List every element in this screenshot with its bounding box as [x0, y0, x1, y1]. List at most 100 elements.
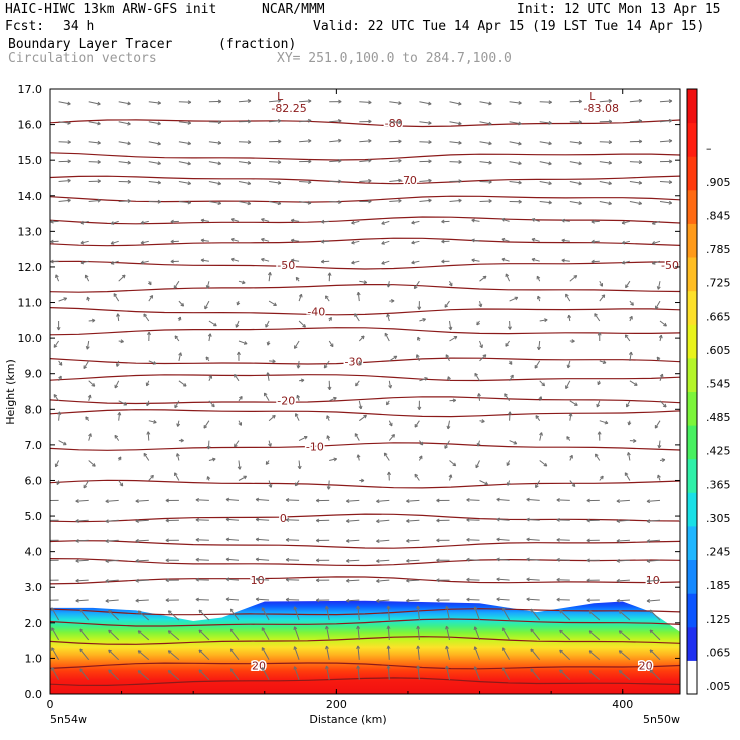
vector-arrowhead: [507, 326, 512, 330]
colorbar-label: .605: [706, 344, 731, 357]
vector-arrowhead: [315, 558, 320, 563]
vector-arrowhead: [277, 160, 282, 165]
vector-arrowhead: [556, 557, 560, 562]
circulation-vector: [88, 141, 101, 144]
vector-arrowhead: [75, 578, 79, 583]
vector-arrowhead: [255, 597, 260, 602]
circulation-vector: [621, 240, 631, 244]
circulation-vector: [268, 300, 277, 306]
vector-arrowhead: [386, 401, 390, 406]
circulation-vector: [256, 538, 270, 541]
vector-arrowhead: [165, 598, 169, 603]
circulation-vector: [178, 380, 187, 387]
vector-arrowhead: [285, 537, 290, 542]
vector-arrowhead: [649, 649, 654, 654]
circulation-vector: [208, 121, 221, 123]
vector-arrowhead: [668, 200, 673, 205]
circulation-vector: [137, 610, 150, 621]
circulation-vector: [588, 670, 601, 681]
vector-arrowhead: [117, 456, 122, 461]
colorbar-swatch: [687, 626, 697, 661]
circulation-vector: [538, 340, 541, 350]
vector-arrowhead: [247, 119, 252, 124]
circulation-vector: [649, 609, 661, 621]
circulation-vector: [466, 499, 480, 501]
vector-arrowhead: [556, 597, 560, 602]
vector-arrowhead: [46, 599, 49, 602]
circulation-vector: [654, 420, 661, 429]
vector-arrowhead: [247, 201, 252, 206]
circulation-vector: [599, 294, 606, 302]
vector-arrowhead: [205, 356, 210, 361]
vector-arrowhead: [356, 665, 361, 669]
circulation-vector: [559, 609, 571, 621]
circulation-vector: [629, 100, 642, 103]
vector-arrowhead: [170, 239, 174, 244]
vector-arrowhead: [182, 382, 187, 387]
circulation-vector: [88, 433, 92, 441]
circulation-vector: [502, 627, 511, 641]
circulation-vector: [135, 579, 149, 582]
circulation-vector: [509, 411, 511, 421]
isotherm-line: [50, 260, 680, 270]
circulation-vector: [234, 374, 240, 382]
isotherm-line: [50, 576, 680, 585]
circulation-vector: [474, 373, 480, 382]
circulation-vector: [616, 579, 630, 582]
vector-arrowhead: [638, 160, 643, 165]
circulation-vector: [655, 300, 661, 310]
vector-arrowhead: [376, 539, 380, 544]
colorbar-frame: [686, 88, 698, 695]
circulation-vector: [652, 260, 661, 265]
circulation-vector: [646, 579, 661, 582]
vector-arrowhead: [187, 181, 192, 186]
vector-arrowhead: [265, 461, 270, 465]
circulation-vector: [446, 645, 450, 660]
vector-arrowhead: [91, 463, 96, 467]
circulation-vector: [556, 539, 570, 541]
circulation-vector: [509, 181, 522, 184]
vector-arrowhead: [255, 537, 260, 542]
vector-arrowhead: [307, 118, 312, 123]
vector-arrowhead: [638, 139, 643, 144]
vector-arrowhead: [544, 318, 548, 323]
circulation-vector: [178, 141, 191, 145]
circulation-vector: [148, 360, 157, 365]
vector-arrowhead: [204, 305, 208, 310]
vector-arrowhead: [496, 537, 500, 542]
vector-arrowhead: [137, 610, 142, 615]
vector-arrowhead: [368, 119, 372, 124]
circulation-vector: [208, 333, 211, 342]
vector-arrowhead: [668, 99, 673, 104]
circulation-vector: [509, 320, 511, 330]
vector-arrowhead: [320, 219, 325, 224]
circulation-vector: [357, 665, 360, 680]
vector-arrowhead: [604, 420, 609, 425]
circulation-vector: [389, 355, 398, 362]
circulation-vector: [526, 598, 540, 601]
vector-arrowhead: [333, 396, 337, 401]
vector-arrowhead: [536, 275, 541, 280]
circulation-vector: [208, 201, 221, 204]
circulation-vector: [389, 179, 402, 182]
circulation-vector: [299, 181, 312, 183]
vector-arrowhead: [624, 334, 629, 338]
vector-arrowhead: [157, 100, 161, 105]
circulation-vector: [419, 141, 432, 143]
circulation-vector: [50, 220, 59, 223]
vector-arrowhead: [146, 402, 150, 407]
vector-arrowhead: [390, 299, 395, 303]
vector-arrowhead: [530, 668, 534, 673]
circulation-vector: [261, 647, 270, 661]
vector-arrowhead: [67, 120, 71, 125]
circulation-vector: [475, 460, 480, 469]
vector-arrowhead: [428, 101, 432, 106]
vector-arrowhead: [325, 665, 329, 670]
vector-arrowhead: [243, 341, 248, 345]
circulation-vector: [80, 240, 89, 244]
vector-arrowhead: [526, 517, 530, 522]
circulation-vector: [539, 121, 552, 124]
vector-arrowhead: [441, 259, 445, 264]
circulation-vector: [414, 420, 420, 428]
vector-arrowhead: [187, 120, 192, 125]
